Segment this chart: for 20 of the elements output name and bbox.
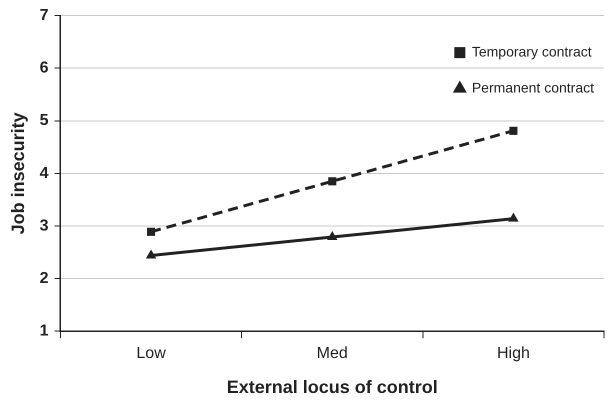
point xyxy=(146,250,156,258)
point xyxy=(328,177,336,186)
x-tick-label: Med xyxy=(316,345,348,362)
y-tick-label: 4 xyxy=(40,164,49,182)
y-tick-label: 6 xyxy=(40,60,49,77)
point xyxy=(147,228,156,236)
y-tick-label: 5 xyxy=(40,112,49,130)
legend-label: Temporary contract xyxy=(472,43,592,60)
point xyxy=(508,213,518,222)
point xyxy=(327,232,338,240)
x-tick-label: Low xyxy=(136,345,166,362)
x-tick-label: High xyxy=(496,345,530,362)
y-tick-label: 7 xyxy=(40,7,49,24)
y-axis-title: Job insecurity xyxy=(8,112,28,234)
y-tick-label: 2 xyxy=(40,270,49,288)
point xyxy=(509,126,518,135)
y-tick-label: 3 xyxy=(40,217,49,234)
x-axis-title: External locus of control xyxy=(226,377,438,398)
legend-label: Permanent contract xyxy=(472,79,594,96)
y-tick-label: 1 xyxy=(40,322,49,340)
